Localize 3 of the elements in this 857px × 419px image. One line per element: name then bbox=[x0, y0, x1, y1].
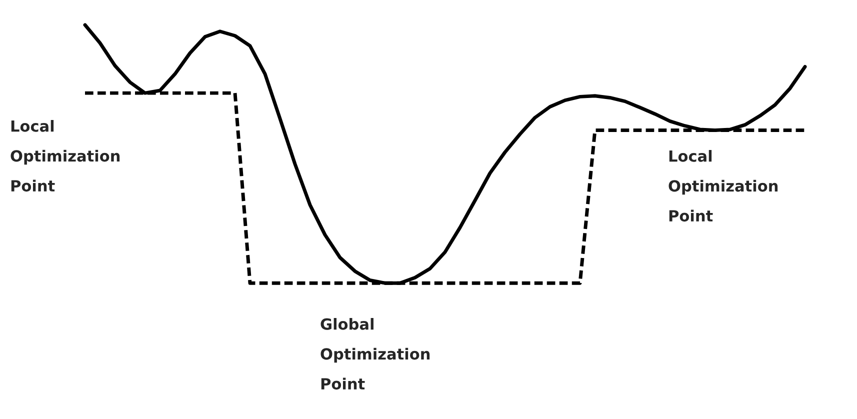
annotation: Local Optimization Point bbox=[668, 150, 778, 222]
annotation: Local Optimization Point bbox=[10, 120, 120, 192]
text: Global Optimization Point bbox=[320, 318, 430, 390]
